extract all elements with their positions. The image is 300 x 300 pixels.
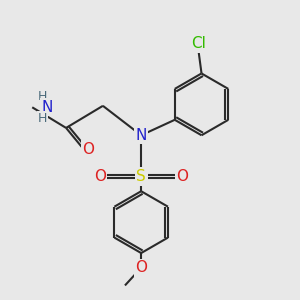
Text: N: N: [41, 100, 52, 115]
Text: O: O: [82, 142, 94, 157]
Text: O: O: [176, 169, 188, 184]
Text: O: O: [94, 169, 106, 184]
Text: S: S: [136, 169, 146, 184]
Text: N: N: [136, 128, 147, 143]
Text: H: H: [38, 90, 47, 103]
Text: Cl: Cl: [191, 37, 206, 52]
Text: O: O: [135, 260, 147, 275]
Text: H: H: [38, 112, 47, 125]
